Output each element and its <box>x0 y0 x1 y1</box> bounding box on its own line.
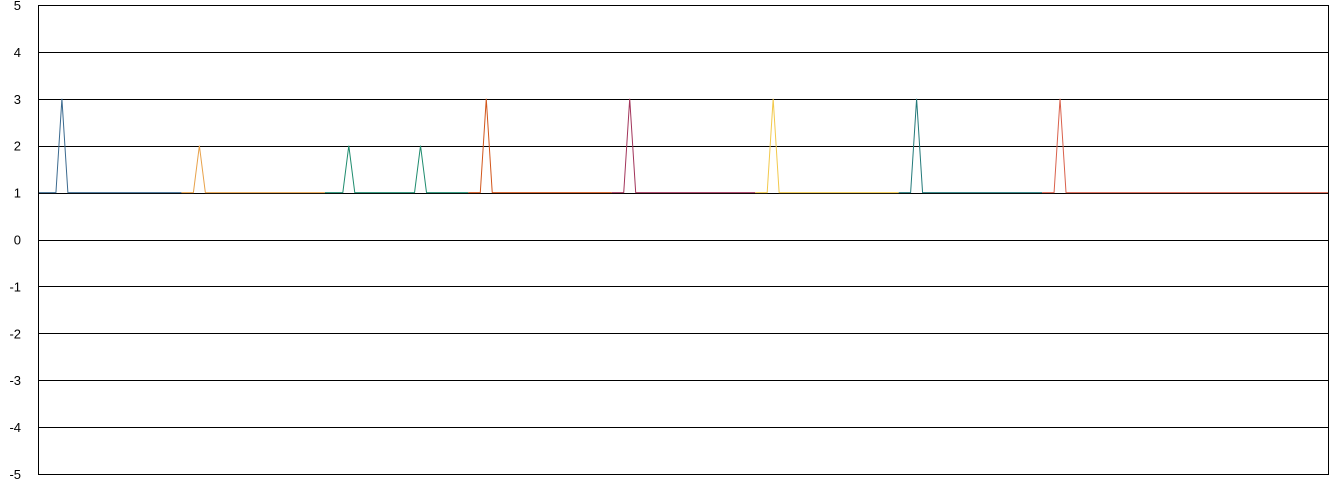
y-tick-label: -2 <box>9 326 21 341</box>
series-line-4 <box>468 98 612 194</box>
series-line-6 <box>755 98 899 194</box>
y-tick-label: 2 <box>14 139 21 154</box>
y-tick-label: 1 <box>14 186 21 201</box>
y-tick-label: 3 <box>14 92 21 107</box>
series-line-7 <box>898 98 1043 194</box>
series-line-8 <box>1042 98 1186 194</box>
plot-frame <box>38 5 1329 475</box>
series-line-3 <box>324 145 469 194</box>
y-tick-label: -3 <box>9 373 21 388</box>
grid-layer <box>38 52 1329 428</box>
y-tick-label: -1 <box>9 279 21 294</box>
y-tick-label: 0 <box>14 233 21 248</box>
series-line-1 <box>38 98 182 194</box>
y-tick-label: 4 <box>14 45 21 60</box>
y-tick-label: 5 <box>14 0 21 13</box>
y-tick-label: -4 <box>9 420 21 435</box>
y-tick-label: -5 <box>9 467 21 479</box>
series-line-2 <box>181 145 325 194</box>
series-layer <box>38 98 1329 194</box>
y-axis-ticks: 5 4 3 2 1 0 -1 -2 -3 -4 -5 <box>9 0 21 479</box>
series-line-5 <box>611 98 756 194</box>
